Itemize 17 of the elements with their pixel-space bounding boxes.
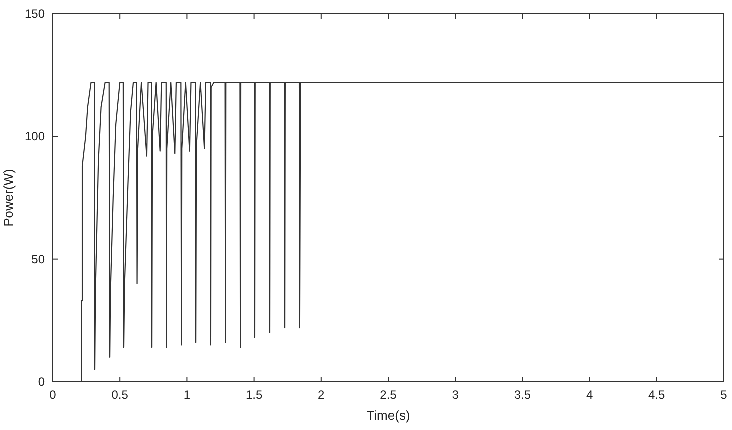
y-tick-label: 100 — [24, 130, 46, 144]
x-tick-label: 3.5 — [514, 388, 532, 402]
x-tick-label: 4.5 — [648, 388, 666, 402]
x-tick-label: 2.5 — [380, 388, 398, 402]
x-axis-title: Time(s) — [366, 408, 410, 423]
x-tick-label: 0 — [50, 388, 57, 402]
y-tick-label: 150 — [24, 7, 46, 21]
x-tick-label: 3 — [452, 388, 460, 402]
y-tick-label: 0 — [38, 375, 46, 389]
x-tick-label: 0.5 — [112, 388, 129, 402]
x-tick-label: 1 — [184, 388, 191, 402]
x-tick-label: 1.5 — [246, 388, 263, 402]
x-tick-label: 4 — [586, 388, 594, 402]
y-axis-title: Power(W) — [1, 169, 16, 227]
y-tick-label: 50 — [32, 252, 46, 266]
x-tick-label: 5 — [720, 388, 728, 402]
x-tick-label: 2 — [318, 388, 326, 402]
